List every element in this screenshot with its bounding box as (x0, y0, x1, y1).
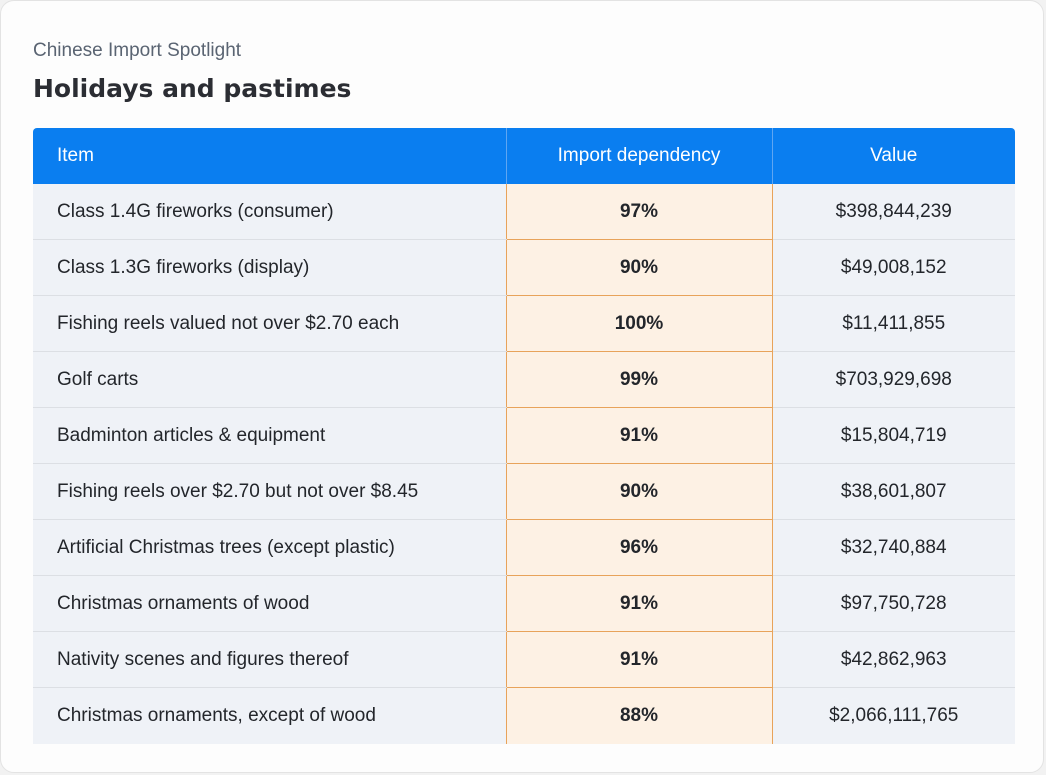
table-row: Fishing reels over $2.70 but not over $8… (33, 463, 1015, 520)
table-row: Badminton articles & equipment 91% $15,804… (33, 407, 1015, 464)
item-cell: Nativity scenes and figures thereof (33, 631, 506, 688)
table-row: Christmas ornaments, except of wood 88% $2… (33, 687, 1015, 744)
table-header-row: Item Import dependency Value (33, 128, 1015, 184)
import-dependency-cell: 96% (505, 519, 773, 576)
value-cell: $2,066,111,765 (772, 687, 1015, 744)
value-cell: $49,008,152 (772, 239, 1015, 296)
column-header-item: Item (33, 128, 506, 184)
item-cell: Artificial Christmas trees (except plast… (33, 519, 506, 576)
value-cell: $97,750,728 (772, 575, 1015, 632)
item-cell: Fishing reels over $2.70 but not over $8… (33, 463, 506, 520)
import-dependency-cell: 91% (505, 631, 773, 688)
value-cell: $42,862,963 (772, 631, 1015, 688)
value-cell: $32,740,884 (772, 519, 1015, 576)
table-row: Christmas ornaments of wood 91% $97,750,72… (33, 575, 1015, 632)
value-cell: $398,844,239 (772, 184, 1015, 240)
card-title: Holidays and pastimes (33, 74, 352, 103)
item-cell: Badminton articles & equipment (33, 407, 506, 464)
import-table: Item Import dependency Value Class 1.4G … (33, 128, 1015, 744)
table-row: Artificial Christmas trees (except plast… (33, 519, 1015, 576)
item-cell: Class 1.4G fireworks (consumer) (33, 184, 506, 240)
value-cell: $11,411,855 (772, 295, 1015, 352)
item-cell: Christmas ornaments, except of wood (33, 687, 506, 744)
import-dependency-cell: 97% (505, 184, 773, 240)
table-row: Class 1.4G fireworks (consumer) 97% $398,8… (33, 184, 1015, 240)
import-dependency-cell: 91% (505, 575, 773, 632)
item-cell: Class 1.3G fireworks (display) (33, 239, 506, 296)
table-row: Class 1.3G fireworks (display) 90% $49,008… (33, 239, 1015, 296)
table-row: Nativity scenes and figures thereof 91% $4… (33, 631, 1015, 688)
card-subtitle: Chinese Import Spotlight (33, 40, 242, 61)
value-cell: $703,929,698 (772, 351, 1015, 408)
table-row: Golf carts 99% $703,929,698 (33, 351, 1015, 408)
item-cell: Christmas ornaments of wood (33, 575, 506, 632)
column-header-value: Value (772, 128, 1015, 184)
import-dependency-cell: 100% (505, 295, 773, 352)
item-cell: Fishing reels valued not over $2.70 each (33, 295, 506, 352)
import-dependency-cell: 90% (505, 463, 773, 520)
table-row: Fishing reels valued not over $2.70 each… (33, 295, 1015, 352)
import-dependency-cell: 88% (505, 687, 773, 744)
import-dependency-cell: 90% (505, 239, 773, 296)
value-cell: $38,601,807 (772, 463, 1015, 520)
import-dependency-cell: 91% (505, 407, 773, 464)
table-body: Class 1.4G fireworks (consumer) 97% $398,8… (33, 184, 1015, 744)
import-dependency-cell: 99% (505, 351, 773, 408)
value-cell: $15,804,719 (772, 407, 1015, 464)
item-cell: Golf carts (33, 351, 506, 408)
column-header-import-dependency: Import dependency (505, 128, 773, 184)
